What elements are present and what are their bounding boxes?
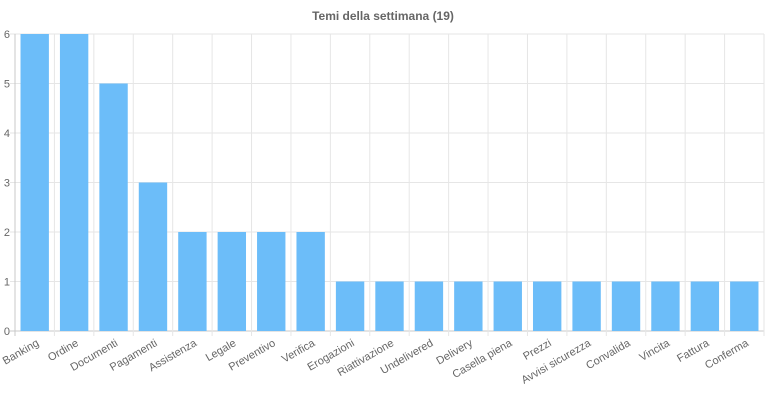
x-tick-label: Vincita	[638, 337, 673, 364]
y-tick-label: 4	[4, 128, 10, 140]
bar-vincita[interactable]	[651, 281, 680, 332]
x-tick-label: Avvisi sicurezza	[520, 337, 594, 387]
bar-pagamenti[interactable]	[138, 182, 168, 332]
bar-undelivered[interactable]	[414, 281, 444, 332]
x-tick-label: Convalida	[584, 337, 633, 372]
y-tick-label: 0	[4, 326, 10, 338]
bar-legale[interactable]	[217, 232, 247, 331]
bar-casella-piena[interactable]	[493, 281, 522, 332]
y-axis-ticks: 0 1 2 3 4 5 6	[4, 29, 10, 338]
bar-verifica[interactable]	[296, 232, 325, 331]
y-tick-label: 5	[4, 79, 10, 91]
x-axis-ticks: Banking OrdineDocumentiPagamentiAssistenz…	[1, 337, 752, 387]
x-tick-label: Conferma	[703, 337, 752, 372]
bar-documenti[interactable]	[99, 83, 128, 332]
chart-title: Temi della settimana (19)	[312, 9, 454, 23]
y-tick-label: 2	[4, 227, 10, 239]
bar-delivery[interactable]	[454, 281, 483, 332]
bar-preventivo[interactable]	[257, 232, 286, 331]
y-tick-label: 6	[4, 29, 10, 41]
y-tick-label: 1	[4, 277, 10, 289]
bar-convalida[interactable]	[611, 281, 641, 332]
bar-riattivazione[interactable]	[375, 281, 404, 332]
bars	[20, 34, 759, 332]
bar-ordine[interactable]	[59, 34, 89, 331]
bar-prezzi[interactable]	[532, 281, 562, 332]
y-tick-label: 3	[4, 178, 10, 190]
bar-banking[interactable]	[20, 34, 49, 331]
grid-lines	[10, 33, 765, 336]
bar-avvisi-sicurezza[interactable]	[572, 281, 601, 332]
bar-conferma[interactable]	[730, 281, 759, 332]
bar-erogazioni[interactable]	[335, 281, 365, 332]
x-tick-label: Banking	[1, 337, 41, 367]
bar-fattura[interactable]	[690, 281, 720, 332]
bar-assistenza[interactable]	[178, 232, 207, 331]
